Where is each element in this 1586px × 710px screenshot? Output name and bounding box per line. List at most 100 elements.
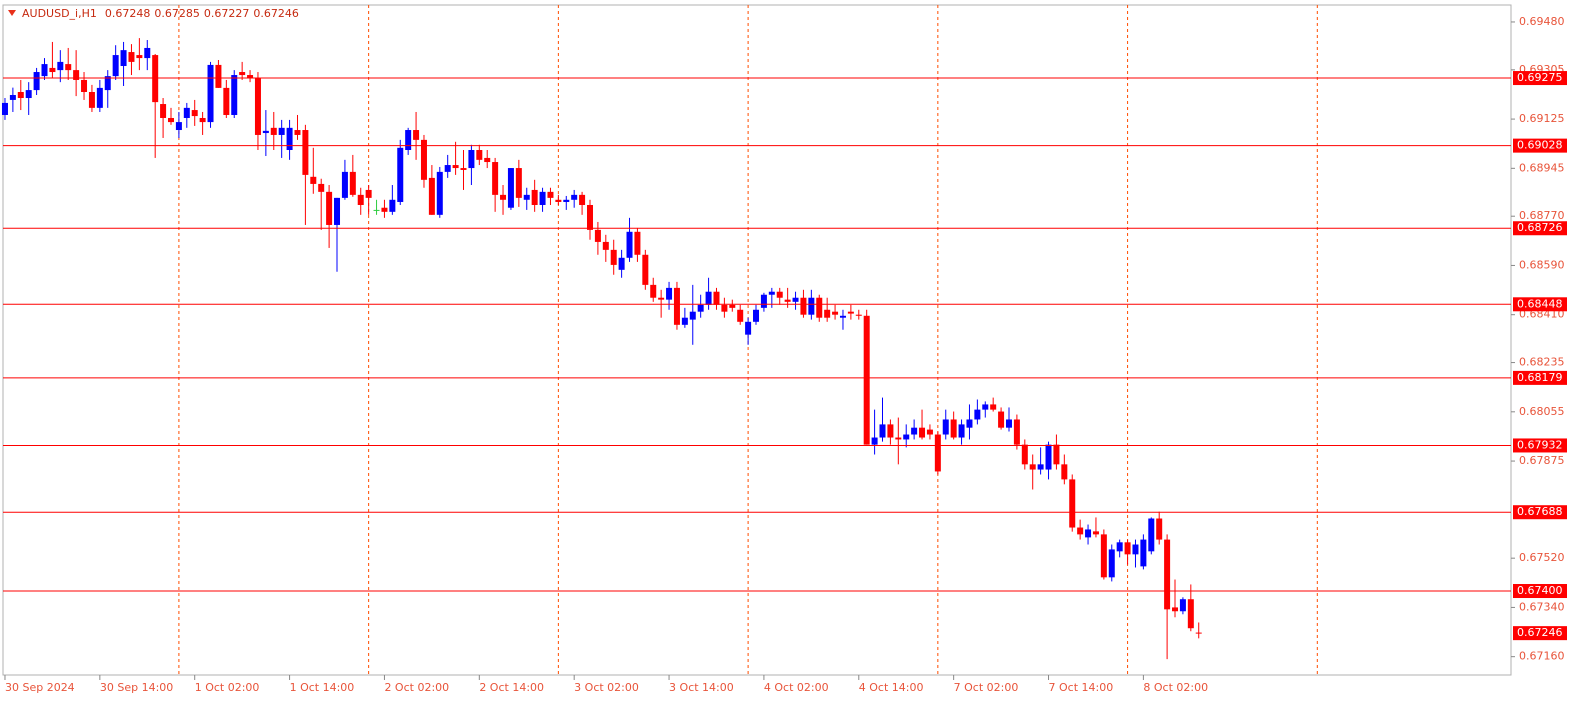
candle-body <box>721 304 728 312</box>
candle-body <box>334 197 341 225</box>
candle-body <box>824 309 831 318</box>
candle-body <box>745 321 752 335</box>
candle-body <box>25 90 32 99</box>
candle-body <box>247 75 254 79</box>
candle-body <box>420 139 427 180</box>
candle-body <box>183 107 190 118</box>
candle-body <box>1013 419 1020 445</box>
candle-body <box>626 231 633 258</box>
candle-body <box>1195 632 1202 634</box>
candle-body <box>112 55 119 77</box>
candle-body <box>405 130 412 150</box>
level-label-box <box>1513 138 1567 153</box>
candle-body <box>579 194 586 205</box>
candle-body <box>1029 464 1036 470</box>
candle-body <box>507 168 514 208</box>
level-label-box <box>1513 297 1567 312</box>
candle-body <box>136 55 143 59</box>
candle-body <box>152 55 159 103</box>
candle-body <box>373 209 380 211</box>
candle-body <box>1021 444 1028 465</box>
candle-body <box>120 50 127 67</box>
x-tick-label: 2 Oct 02:00 <box>384 681 449 694</box>
candle-body <box>1156 518 1163 540</box>
candle-body <box>365 189 372 198</box>
candle-body <box>760 294 767 308</box>
candle-body <box>966 419 973 428</box>
candle-body <box>49 67 56 73</box>
candle-body <box>436 171 443 215</box>
candle-body <box>555 199 562 202</box>
candle-body <box>349 171 356 195</box>
candle-body <box>792 297 799 302</box>
candle-body <box>847 311 854 314</box>
candle-body <box>1061 464 1068 480</box>
candle-body <box>128 52 135 62</box>
level-label: 0.68726 <box>1517 221 1563 234</box>
candle-body <box>903 434 910 440</box>
level-label-box <box>1513 584 1567 599</box>
candle-body <box>1045 444 1052 470</box>
y-tick-label: 0.69125 <box>1519 112 1565 125</box>
candle-body <box>223 87 230 115</box>
candle-body <box>444 165 451 172</box>
level-label-box <box>1513 438 1567 453</box>
candle-body <box>926 429 933 435</box>
candle-body <box>863 315 870 445</box>
candle-body <box>879 424 886 438</box>
candle-body <box>800 297 807 315</box>
candle-body <box>262 130 269 134</box>
candle-body <box>104 76 111 91</box>
candle-body <box>144 47 151 59</box>
high-value: 0.67285 <box>154 7 200 20</box>
candle-body <box>673 287 680 325</box>
candle-body <box>871 437 878 445</box>
level-label: 0.69028 <box>1517 139 1563 152</box>
plot-frame <box>2 4 1512 676</box>
candle-body <box>81 79 88 92</box>
candle-body <box>33 72 40 91</box>
candle-body <box>254 78 261 135</box>
candle-body <box>310 176 317 184</box>
candle-body <box>982 404 989 410</box>
candle-body <box>239 72 246 76</box>
candle-body <box>808 297 815 315</box>
candle-body <box>1077 527 1084 535</box>
candle-body <box>539 191 546 205</box>
level-label-box <box>1513 505 1567 520</box>
candle-body <box>729 304 736 308</box>
level-label: 0.68179 <box>1517 371 1563 384</box>
candle-body <box>515 168 522 198</box>
candle-body <box>492 162 499 195</box>
candle-body <box>911 427 918 435</box>
candle-body <box>594 229 601 242</box>
candle-body <box>586 204 593 230</box>
candle-body <box>1164 539 1171 610</box>
y-tick-label: 0.67340 <box>1519 600 1565 613</box>
candle-body <box>1005 419 1012 428</box>
candle-body <box>428 177 435 215</box>
candle-body <box>397 147 404 202</box>
candle-body <box>167 117 174 123</box>
candle-body <box>855 314 862 316</box>
candle-body <box>1116 542 1123 552</box>
candle-body <box>602 241 609 250</box>
candle-body <box>958 424 965 438</box>
candle-body <box>1140 539 1147 567</box>
candle-body <box>318 183 325 192</box>
candle-body <box>460 168 467 170</box>
candle-body <box>650 284 657 298</box>
candle-body <box>634 231 641 255</box>
candle-body <box>73 70 80 80</box>
candle-body <box>571 194 578 200</box>
y-tick-label: 0.68590 <box>1519 258 1565 271</box>
candle-body <box>9 95 16 100</box>
candle-body <box>160 104 167 118</box>
candle-body <box>887 424 894 438</box>
candle-body <box>1053 444 1060 465</box>
candle-body <box>950 419 957 438</box>
candle-body <box>618 257 625 270</box>
x-tick-label: 7 Oct 02:00 <box>954 681 1019 694</box>
